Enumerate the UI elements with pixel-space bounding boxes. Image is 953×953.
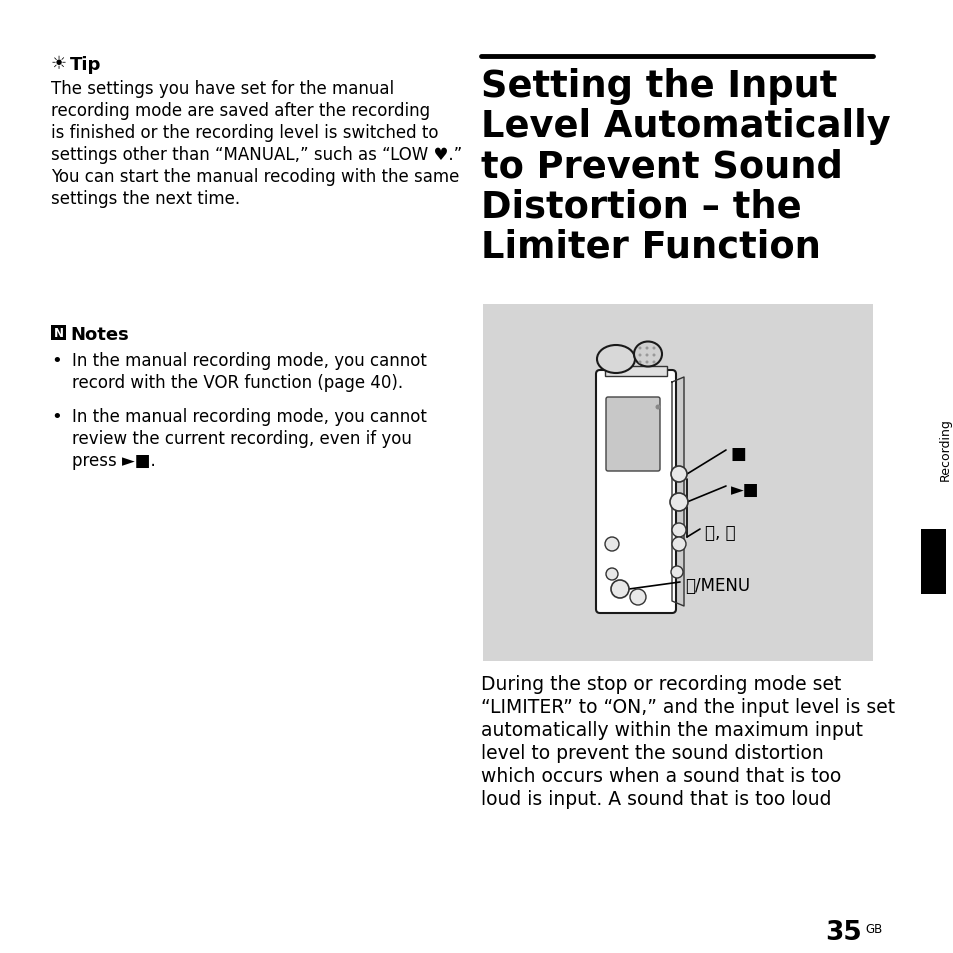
Circle shape	[655, 405, 659, 410]
Text: recording mode are saved after the recording: recording mode are saved after the recor…	[51, 102, 430, 120]
Text: “LIMITER” to “ON,” and the input level is set: “LIMITER” to “ON,” and the input level i…	[480, 698, 894, 717]
Text: In the manual recording mode, you cannot: In the manual recording mode, you cannot	[71, 408, 426, 426]
Text: 📂/MENU: 📂/MENU	[684, 577, 749, 595]
Text: press ►■.: press ►■.	[71, 452, 155, 470]
Text: Limiter Function: Limiter Function	[480, 228, 820, 265]
Ellipse shape	[634, 342, 661, 367]
Bar	[51, 326, 66, 340]
Circle shape	[652, 355, 655, 357]
Circle shape	[652, 361, 655, 364]
Text: 35: 35	[824, 919, 862, 945]
Circle shape	[652, 347, 655, 350]
Text: Distortion – the: Distortion – the	[480, 188, 801, 225]
FancyBboxPatch shape	[605, 397, 659, 472]
Text: GB: GB	[864, 923, 882, 935]
Text: loud is input. A sound that is too loud: loud is input. A sound that is too loud	[480, 789, 831, 808]
Text: •: •	[51, 352, 62, 370]
Circle shape	[629, 589, 645, 605]
Text: In the manual recording mode, you cannot: In the manual recording mode, you cannot	[71, 352, 426, 370]
Text: ■: ■	[730, 444, 746, 462]
Circle shape	[610, 580, 628, 598]
Circle shape	[638, 347, 640, 350]
Circle shape	[604, 537, 618, 552]
Bar	[604, 367, 666, 376]
Text: The settings you have set for the manual: The settings you have set for the manual	[51, 80, 394, 98]
Circle shape	[605, 568, 618, 580]
Text: to Prevent Sound: to Prevent Sound	[480, 148, 842, 185]
Circle shape	[669, 494, 687, 512]
Circle shape	[638, 361, 640, 364]
Bar	[482, 305, 872, 661]
Text: review the current recording, even if you: review the current recording, even if yo…	[71, 430, 412, 448]
FancyBboxPatch shape	[596, 371, 676, 614]
Text: Tip: Tip	[70, 56, 101, 74]
Text: settings the next time.: settings the next time.	[51, 190, 240, 208]
Text: ⏮, ⏭: ⏮, ⏭	[704, 523, 735, 541]
Text: ►■: ►■	[730, 480, 759, 498]
Text: Level Automatically: Level Automatically	[480, 108, 890, 145]
Text: record with the VOR function (page 40).: record with the VOR function (page 40).	[71, 374, 403, 392]
Bar	[920, 530, 945, 595]
Text: settings other than “MANUAL,” such as “LOW ♥.”: settings other than “MANUAL,” such as “L…	[51, 146, 462, 164]
Ellipse shape	[597, 346, 635, 374]
Text: automatically within the maximum input: automatically within the maximum input	[480, 720, 862, 740]
Circle shape	[645, 347, 648, 350]
Text: Recording: Recording	[938, 418, 951, 481]
Circle shape	[671, 537, 685, 552]
Circle shape	[670, 566, 682, 578]
Text: level to prevent the sound distortion: level to prevent the sound distortion	[480, 743, 822, 762]
Text: During the stop or recording mode set: During the stop or recording mode set	[480, 675, 841, 693]
Circle shape	[645, 361, 648, 364]
Circle shape	[671, 523, 685, 537]
Text: •: •	[51, 408, 62, 426]
Text: N: N	[53, 327, 64, 339]
Text: Setting the Input: Setting the Input	[480, 68, 837, 105]
Text: which occurs when a sound that is too: which occurs when a sound that is too	[480, 766, 841, 785]
Text: ☀: ☀	[51, 55, 67, 73]
Text: Notes: Notes	[70, 326, 129, 344]
Text: is finished or the recording level is switched to: is finished or the recording level is sw…	[51, 124, 438, 142]
Polygon shape	[671, 377, 683, 606]
Circle shape	[670, 467, 686, 482]
Circle shape	[638, 355, 640, 357]
Text: You can start the manual recoding with the same: You can start the manual recoding with t…	[51, 168, 459, 186]
Circle shape	[645, 355, 648, 357]
